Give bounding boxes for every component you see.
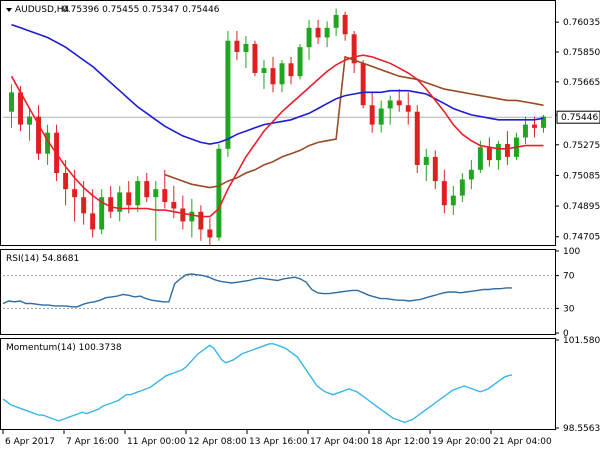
candle-bear: [289, 63, 294, 76]
candle-bear: [72, 189, 77, 197]
candle-bear: [198, 212, 203, 230]
momentum-scale: 101.5803 98.5563: [555, 336, 600, 434]
momentum-title: Momentum(14) 100.3738: [6, 343, 122, 353]
candle-bear: [406, 105, 411, 111]
candle-bull: [280, 63, 285, 84]
time-tick-label: 19 Apr 20:00: [432, 437, 491, 447]
candle-bear: [442, 181, 447, 205]
candle-bull: [298, 47, 303, 76]
candle-bear: [234, 41, 239, 52]
candle-bear: [18, 92, 23, 124]
time-tick-label: 21 Apr 04:00: [493, 437, 552, 447]
momentum-plot-area: [3, 344, 512, 423]
rsi-line: [3, 274, 512, 307]
price-scale: 0.760350.758500.756650.754600.752750.750…: [555, 18, 600, 243]
price-tick-label: 0.74895: [563, 202, 600, 212]
candle-bear: [316, 28, 321, 38]
price-panel: AUDUSD,H4 0.75396 0.75455 0.75347 0.7544…: [1, 1, 600, 246]
candle-bull: [496, 144, 501, 160]
candle-bull: [261, 68, 266, 73]
candle-bull: [135, 181, 140, 205]
rsi-tick-label: 70: [563, 272, 575, 282]
candle-bear: [433, 157, 438, 181]
candle-bull: [460, 179, 465, 195]
candle-bear: [415, 112, 420, 165]
price-tick-label: 0.75275: [563, 141, 600, 151]
time-tick-label: 17 Apr 04:00: [310, 437, 369, 447]
time-tick-label: 18 Apr 12:00: [371, 437, 430, 447]
candle-bear: [144, 181, 149, 197]
candle-bear: [343, 15, 348, 34]
candle-bear: [180, 209, 185, 222]
rsi-plot-area: [3, 274, 552, 308]
candle-bear: [81, 197, 86, 213]
candle-bull: [243, 44, 248, 52]
time-tick-label: 13 Apr 16:00: [249, 437, 308, 447]
candle-bull: [9, 92, 14, 111]
candle-bear: [63, 173, 68, 189]
time-tick-label: 11 Apr 00:00: [127, 437, 186, 447]
candle-bull: [424, 157, 429, 165]
candle-bull: [334, 15, 339, 28]
candle-bull: [307, 28, 312, 47]
current-price-tag: 0.75446: [557, 111, 600, 123]
candle-bear: [207, 229, 212, 237]
candle-bear: [271, 68, 276, 84]
price-tick-label: 0.75085: [563, 171, 600, 181]
symbol-dropdown-icon[interactable]: [6, 8, 12, 12]
sma-slow-line: [165, 57, 544, 188]
candle-bull: [523, 125, 528, 138]
time-tick-label: 12 Apr 08:00: [188, 437, 247, 447]
rsi-panel-frame: [1, 250, 556, 335]
rsi-tick-label: 30: [563, 304, 575, 314]
rsi-tick-label: 100: [563, 247, 580, 257]
candle-bull: [451, 196, 456, 206]
current-price-label: 0.75446: [561, 113, 598, 123]
candle-bull: [189, 212, 194, 222]
candle-bear: [108, 197, 113, 212]
candle-bull: [216, 149, 221, 238]
candle-bear: [252, 44, 257, 73]
candle-bear: [171, 202, 176, 208]
candle-bull: [325, 28, 330, 38]
candle-bull: [153, 189, 158, 197]
price-plot-area: [3, 8, 552, 245]
candle-bull: [388, 100, 393, 108]
sma-mid-line: [12, 25, 544, 144]
candle-bear: [90, 213, 95, 229]
candle-bull: [478, 147, 483, 170]
candle-bear: [487, 147, 492, 160]
momentum-tick-label: 101.5803: [563, 336, 600, 346]
candle-bull: [27, 117, 32, 125]
candle-bear: [126, 192, 131, 205]
price-tick-label: 0.75850: [563, 48, 600, 58]
candle-bear: [162, 189, 167, 202]
candle-bear: [397, 100, 402, 105]
candle-bear: [532, 125, 537, 128]
price-tick-label: 0.74705: [563, 233, 600, 243]
ohlc-readout: 0.75396 0.75455 0.75347 0.75446: [62, 5, 220, 15]
candle-bear: [370, 105, 375, 124]
price-tick-label: 0.75665: [563, 78, 600, 88]
time-tick-label: 7 Apr 16:00: [66, 437, 119, 447]
candle-bear: [505, 144, 510, 157]
candle-bull: [225, 41, 230, 149]
momentum-line: [3, 344, 512, 423]
rsi-title: RSI(14) 54.8681: [6, 254, 79, 264]
momentum-tick-label: 98.5563: [563, 424, 600, 434]
price-tick-label: 0.76035: [563, 18, 600, 28]
candle-bear: [361, 63, 366, 105]
momentum-panel: Momentum(14) 100.3738 101.5803 98.5563: [1, 336, 600, 434]
candle-bull: [379, 108, 384, 124]
candle-bull: [469, 170, 474, 180]
time-tick-label: 6 Apr 2017: [5, 437, 55, 447]
